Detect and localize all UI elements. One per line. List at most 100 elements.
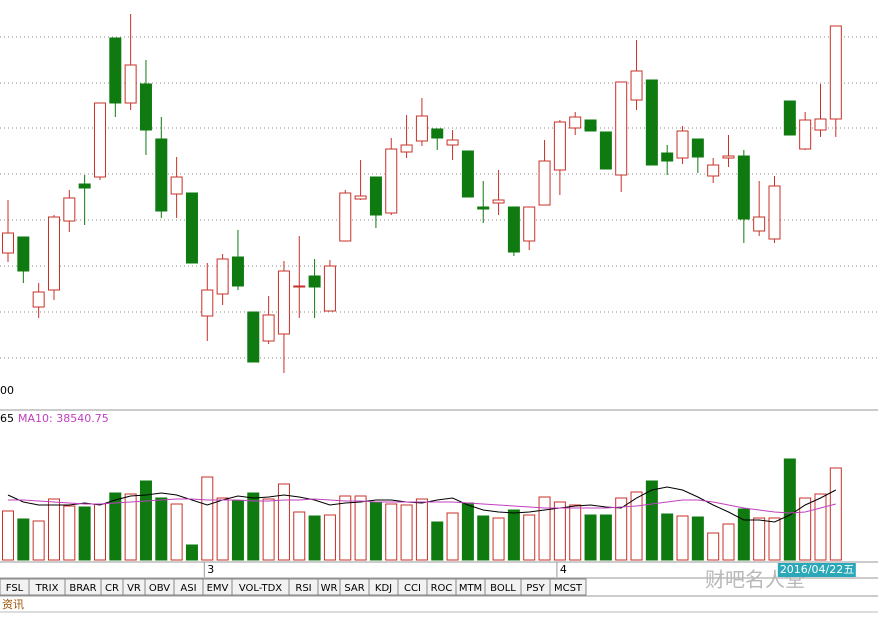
volume-bar xyxy=(707,532,720,561)
candle-body xyxy=(722,155,735,159)
candle-body xyxy=(737,155,750,220)
candle-body xyxy=(400,144,413,153)
x-tick-label: 3 xyxy=(207,563,214,576)
candle-body xyxy=(477,206,490,210)
candle-body xyxy=(569,116,582,129)
tab-label[interactable]: WR xyxy=(321,583,338,594)
volume-bar xyxy=(139,480,152,561)
volume-bar xyxy=(400,504,413,561)
candle-body xyxy=(431,128,444,139)
candle-body xyxy=(829,25,842,120)
volume-bar xyxy=(538,496,551,561)
volume-bar xyxy=(584,514,597,561)
volume-bar xyxy=(247,492,260,561)
volume-bar xyxy=(155,497,168,561)
candle-body xyxy=(507,206,520,253)
candle-body xyxy=(293,285,306,288)
tab-label[interactable]: CR xyxy=(105,583,119,594)
tab-label[interactable]: VR xyxy=(127,583,141,594)
candle-body xyxy=(645,79,658,166)
x-tick-label: 4 xyxy=(560,563,567,576)
tab-label[interactable]: MCST xyxy=(554,583,583,594)
candle-body xyxy=(231,256,244,287)
volume-bar xyxy=(691,516,704,561)
volume-bar xyxy=(415,498,428,561)
tab-label[interactable]: SAR xyxy=(344,583,364,594)
volume-bar xyxy=(615,497,628,561)
candle-body xyxy=(783,100,796,136)
tab-label[interactable]: RSI xyxy=(295,583,311,594)
volume-bar xyxy=(753,517,766,561)
tab-label[interactable]: PSY xyxy=(526,583,545,594)
volume-bar xyxy=(262,498,275,561)
candle-body xyxy=(676,130,689,159)
candle-body xyxy=(615,81,628,176)
candle-body xyxy=(155,138,168,212)
candle-body xyxy=(599,131,612,170)
candle-body xyxy=(385,148,398,214)
volume-bar xyxy=(354,495,367,561)
tab-label[interactable]: CCI xyxy=(404,583,421,594)
volume-bar xyxy=(446,512,459,561)
tab-label[interactable]: OBV xyxy=(149,583,170,594)
candle-body xyxy=(538,160,551,206)
tab-label[interactable]: MTM xyxy=(459,583,482,594)
volume-bar xyxy=(477,515,490,561)
candle-body xyxy=(630,70,643,101)
candle-body xyxy=(93,102,106,178)
candle-body xyxy=(216,258,229,295)
volume-bar xyxy=(369,501,382,561)
volume-bar xyxy=(78,506,91,561)
volume-bar xyxy=(185,544,198,561)
bottom-tab[interactable]: 资讯 xyxy=(2,598,24,611)
candle-body xyxy=(339,192,352,242)
candle-body xyxy=(323,265,336,312)
volume-bar xyxy=(431,521,444,561)
volume-bar xyxy=(339,495,352,561)
candle-body xyxy=(415,115,428,142)
tab-label[interactable]: BRAR xyxy=(69,583,96,594)
candle-body xyxy=(707,164,720,177)
volume-bar xyxy=(170,503,183,561)
volume-label: 65 xyxy=(0,412,14,425)
candle-body xyxy=(262,314,275,342)
volume-bar xyxy=(492,517,505,561)
candle-body xyxy=(553,121,566,171)
volume-bar xyxy=(32,520,45,561)
candle-body xyxy=(201,289,214,317)
volume-bar xyxy=(47,498,60,561)
tab-label[interactable]: FSL xyxy=(6,583,24,594)
candle-body xyxy=(461,150,474,198)
candle-body xyxy=(277,270,290,335)
candle-body xyxy=(814,118,827,131)
tab[interactable] xyxy=(549,578,587,596)
volume-bar xyxy=(768,517,781,561)
volume-bar xyxy=(737,508,750,561)
ma-label: MA10: 38540.75 xyxy=(18,412,109,425)
tab-label[interactable]: VOL-TDX xyxy=(239,583,282,594)
candle-body xyxy=(661,152,674,162)
volume-bar xyxy=(630,491,643,561)
candle-body xyxy=(63,197,76,222)
tab-label[interactable]: TRIX xyxy=(35,583,59,594)
candle-body xyxy=(354,195,367,200)
volume-bar xyxy=(323,514,336,561)
tab-label[interactable]: KDJ xyxy=(375,583,392,594)
tab-label[interactable]: ROC xyxy=(431,583,453,594)
candle-body xyxy=(17,236,30,272)
tab-label[interactable]: BOLL xyxy=(490,583,516,594)
candle-body xyxy=(47,216,60,291)
tab-label[interactable]: ASI xyxy=(180,583,196,594)
volume-bar xyxy=(829,467,842,561)
volume-bar xyxy=(523,514,536,561)
volume-bar xyxy=(814,493,827,561)
volume-bar xyxy=(676,515,689,561)
ma-line xyxy=(8,498,836,514)
tab-label[interactable]: EMV xyxy=(207,583,229,594)
volume-bar xyxy=(109,492,122,561)
volume-bar xyxy=(216,497,229,561)
candle-body xyxy=(124,64,137,104)
candle-body xyxy=(109,37,122,104)
volume-bar xyxy=(553,501,566,561)
axis-text: 00 xyxy=(0,384,14,397)
